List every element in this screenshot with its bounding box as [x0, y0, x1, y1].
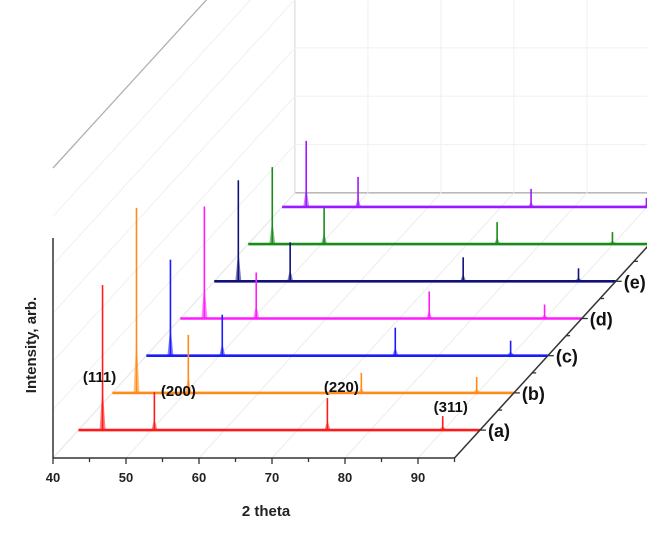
series-label: (c)	[556, 347, 578, 367]
y-axis-title: Intensity, arb.	[23, 297, 40, 393]
floor-grid-line	[344, 192, 588, 459]
series-c	[146, 259, 548, 358]
peak-label: (111)	[83, 369, 116, 386]
floor-grid-line	[125, 192, 369, 459]
series-label: (a)	[488, 421, 510, 441]
floor-grid-line	[417, 206, 647, 459]
series-label: (e)	[624, 272, 646, 292]
depth-axis-line	[453, 245, 647, 459]
series-f	[248, 167, 647, 246]
peak-label: (220)	[324, 379, 359, 396]
left-wall-top-edge	[52, 0, 208, 169]
labels-layer: 2 theta Intensity, arb. 405060708090(g)(…	[23, 272, 646, 520]
x-tick-label: 80	[338, 470, 352, 485]
floor-grid-line	[271, 192, 515, 459]
left-wall-grid-line	[52, 95, 296, 362]
series-g	[282, 140, 647, 209]
series-label: (d)	[590, 310, 613, 330]
series-d	[180, 206, 582, 320]
series-b	[112, 207, 514, 395]
left-wall-grid-line	[52, 47, 296, 314]
x-tick-label: 40	[46, 470, 60, 485]
x-tick-label: 90	[411, 470, 425, 485]
peak-label: (311)	[434, 399, 468, 416]
axes	[52, 238, 647, 464]
x-tick-label: 60	[192, 470, 206, 485]
peak-label: (200)	[161, 383, 196, 400]
x-tick-label: 50	[119, 470, 133, 485]
series-layer	[78, 140, 647, 432]
floor-grid-line	[52, 192, 296, 459]
x-tick-label: 70	[265, 470, 279, 485]
left-wall-grid-line	[52, 144, 296, 411]
series-e	[214, 180, 616, 283]
x-axis-title: 2 theta	[242, 503, 291, 520]
left-wall-grid-line	[52, 0, 252, 217]
floor-grid-line	[198, 192, 442, 459]
chart-grid	[52, 0, 647, 459]
left-wall-grid-line	[52, 0, 296, 266]
series-label: (b)	[522, 384, 545, 404]
series-a	[78, 285, 480, 432]
